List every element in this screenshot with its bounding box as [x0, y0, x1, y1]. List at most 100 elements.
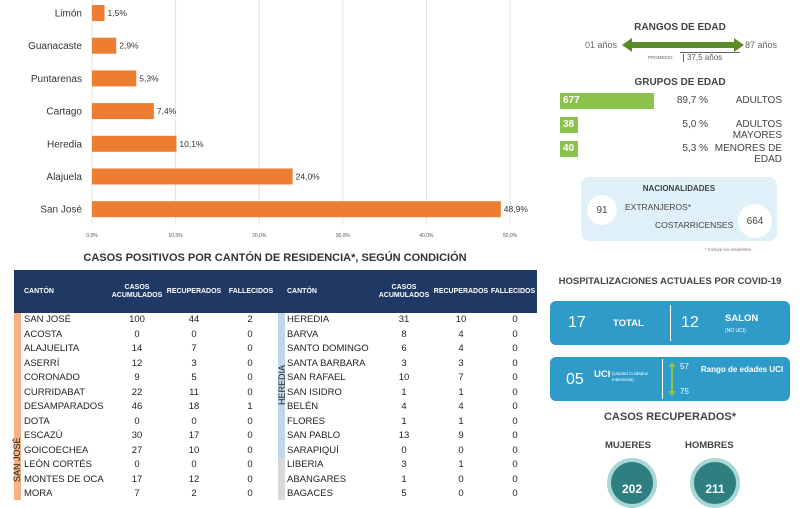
cell-canton: ESCAZÚ: [24, 430, 63, 441]
cell-recuperados: 18: [188, 401, 200, 412]
cell-canton: DOTA: [24, 415, 50, 427]
province-strip-heredia: [278, 313, 285, 458]
cell-recuperados: 1: [458, 386, 464, 398]
bar: [92, 37, 117, 54]
cell-fallecidos: 0: [512, 430, 518, 441]
cell-fallecidos: 0: [512, 473, 518, 485]
cell-recuperados: 0: [191, 459, 197, 470]
canton-table-right: CANTÓN CASOS ACUMULADOS RECUPERADOS FALL…: [277, 270, 537, 502]
cell-canton: BELÉN: [287, 401, 319, 412]
table-row: ABANGARES 1 0 0: [277, 473, 537, 488]
cell-fallecidos: 2: [247, 314, 253, 325]
cell-canton: CURRIDABAT: [24, 386, 86, 398]
hombres-count: 211: [705, 482, 725, 496]
costarricenses-count: 664: [738, 204, 772, 238]
cell-casos: 46: [131, 401, 143, 412]
cell-casos: 9: [134, 372, 140, 383]
cell-fallecidos: 1: [247, 401, 253, 412]
cell-recuperados: 17: [188, 430, 200, 441]
hosp-total-box: 17 TOTAL 12 SALON (NO UCI): [550, 301, 790, 345]
x-tick-label: 20,0%: [252, 233, 267, 239]
cell-casos: 8: [401, 328, 407, 340]
costarricenses-label: COSTARRICENSES: [655, 220, 734, 230]
table-row: BARVA 8 4 0: [277, 328, 537, 343]
promedio-tick: [683, 54, 684, 62]
cell-fallecidos: 0: [512, 328, 518, 340]
table-row: CORONADO 9 5 0: [14, 371, 282, 386]
recuperados-title: CASOS RECUPERADOS*: [603, 411, 737, 423]
uci-range-min: 75: [680, 387, 689, 396]
bar: [92, 103, 154, 120]
province-label-sanjose: SAN JOSÉ: [12, 437, 22, 483]
cell-canton: SAN JOSÉ: [24, 314, 71, 325]
cell-casos: 31: [398, 314, 410, 325]
col-recuperados: RECUPERADOS: [166, 287, 222, 295]
rangos-title: RANGOS DE EDAD: [634, 22, 726, 33]
promedio-label: PROMEDIO: [648, 55, 673, 60]
col-fallecidos: FALLECIDOS: [228, 287, 274, 295]
cell-recuperados: 4: [458, 343, 464, 354]
col-casos: CASOS ACUMULADOS: [378, 283, 430, 299]
table-row: SAN RAFAEL 10 7 0: [277, 371, 537, 386]
table-header: CANTÓN CASOS ACUMULADOS RECUPERADOS FALL…: [14, 270, 282, 313]
mujeres-count: 202: [621, 482, 643, 496]
cell-fallecidos: 0: [512, 372, 518, 383]
extranjeros-label: EXTRANJEROS*: [625, 202, 692, 212]
extranjeros-count: 91: [587, 195, 617, 225]
canton-table-left: CANTÓN CASOS ACUMULADOS RECUPERADOS FALL…: [14, 270, 282, 502]
cell-fallecidos: 0: [512, 444, 518, 456]
cell-casos: 100: [129, 314, 145, 325]
x-tick-label: 50,0%: [503, 233, 518, 239]
category-label: Heredia: [47, 139, 82, 150]
cell-recuperados: 11: [189, 386, 199, 398]
cell-fallecidos: 0: [512, 357, 518, 369]
grupo-label: ADULTOS MAYORES: [732, 119, 782, 141]
cell-casos: 10: [398, 372, 410, 383]
cell-recuperados: 44: [188, 314, 200, 325]
total-count: 17: [568, 314, 586, 331]
cell-casos: 0: [134, 459, 140, 470]
cell-recuperados: 7: [191, 343, 197, 354]
grupo-count: 677: [563, 95, 580, 106]
cell-fallecidos: 0: [247, 430, 253, 441]
age-min: 01 años: [585, 40, 618, 50]
total-label: TOTAL: [613, 318, 644, 329]
x-tick-label: 10,0%: [169, 233, 184, 239]
cell-canton: BAGACES: [287, 488, 333, 499]
cell-recuperados: 7: [458, 372, 464, 383]
cell-casos: 7: [134, 488, 140, 499]
cell-canton: MORA: [24, 488, 53, 499]
province-strip-sanjose: [14, 313, 21, 500]
promedio-value: 37,5 años: [687, 53, 723, 62]
cell-casos: 1: [401, 386, 407, 398]
bar: [92, 5, 105, 21]
bar: [92, 70, 137, 87]
x-tick-label: 30,0%: [336, 233, 351, 239]
nacionalidades-title: NACIONALIDADES: [642, 184, 716, 193]
col-recuperados: RECUPERADOS: [433, 287, 489, 295]
cell-fallecidos: 0: [512, 415, 518, 427]
x-tick-label: 40,0%: [419, 233, 434, 239]
cell-canton: FLORES: [287, 415, 326, 427]
cell-casos: 27: [131, 444, 143, 456]
cell-fallecidos: 0: [512, 314, 518, 325]
province-label-heredia: HEREDIA: [277, 365, 287, 406]
table-row: SAN PABLO 13 9 0: [277, 429, 537, 444]
table-row: SANTA BARBARA 3 3 0: [277, 357, 537, 372]
value-label: 24,0%: [296, 172, 321, 182]
cell-casos: 17: [131, 473, 143, 485]
age-max: 87 años: [745, 40, 778, 50]
col-canton: CANTÓN: [287, 287, 317, 295]
cell-casos: 5: [401, 488, 407, 499]
province-bar-chart: 0,0% 10,0% 20,0% 30,0% 40,0% 50,0% Limón 1,5% Gu…: [28, 0, 528, 239]
table-row: SAN JOSÉ 100 44 2: [14, 313, 282, 328]
hospitalizaciones-title: HOSPITALIZACIONES ACTUALES POR COVID-19: [558, 276, 782, 287]
cell-recuperados: 4: [458, 401, 464, 412]
cell-canton: SAN ISIDRO: [287, 386, 342, 398]
nacionalidades-footnote: * Incluye los residentes: [705, 247, 752, 252]
cell-casos: 13: [398, 430, 410, 441]
cell-casos: 4: [401, 401, 407, 412]
category-label: Guanacaste: [28, 41, 82, 52]
cell-recuperados: 5: [191, 372, 197, 383]
cell-fallecidos: 0: [512, 401, 518, 412]
